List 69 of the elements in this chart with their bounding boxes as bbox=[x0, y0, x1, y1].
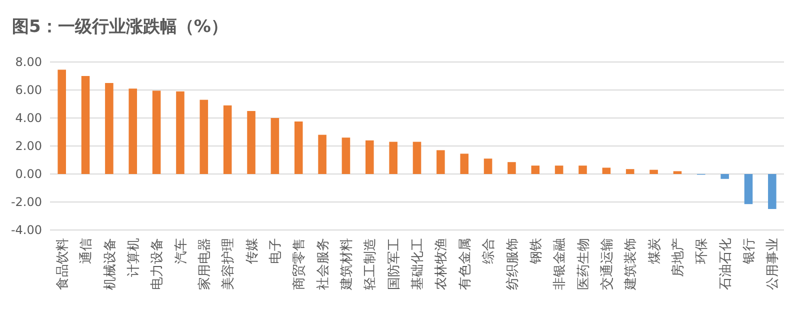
x-tick-label: 机械设备 bbox=[102, 238, 118, 290]
x-tick-label: 交通运输 bbox=[598, 238, 615, 290]
x-tick-label: 基础化工 bbox=[410, 238, 426, 290]
x-tick-label: 石油石化 bbox=[718, 238, 734, 290]
y-tick-label: -4.00 bbox=[10, 223, 42, 238]
x-tick-label: 国防军工 bbox=[386, 238, 402, 290]
x-tick-label: 传媒 bbox=[244, 238, 260, 264]
bar bbox=[58, 70, 66, 174]
bar bbox=[294, 122, 303, 174]
bar bbox=[673, 171, 682, 174]
x-tick-label: 农林牧渔 bbox=[434, 238, 450, 290]
bar bbox=[389, 142, 398, 174]
bar bbox=[531, 166, 540, 174]
bar bbox=[720, 174, 729, 179]
y-tick-label: 6.00 bbox=[15, 83, 42, 98]
bar bbox=[247, 111, 256, 174]
bar bbox=[270, 118, 280, 174]
y-tick-label: 4.00 bbox=[15, 111, 42, 126]
y-tick-label: 8.00 bbox=[15, 55, 42, 70]
bar bbox=[412, 142, 422, 174]
bar bbox=[128, 88, 138, 174]
x-tick-label: 综合 bbox=[482, 238, 497, 264]
bar bbox=[152, 90, 161, 174]
x-tick-label: 通信 bbox=[79, 238, 94, 264]
x-tick-label: 家用电器 bbox=[196, 238, 212, 290]
x-tick-label: 建筑装饰 bbox=[624, 238, 639, 291]
bar bbox=[508, 162, 516, 174]
x-tick-label: 建筑材料 bbox=[340, 238, 355, 291]
x-tick-label: 电力设备 bbox=[150, 238, 166, 290]
bar bbox=[460, 154, 468, 174]
x-tick-label: 煤炭 bbox=[647, 238, 662, 264]
x-tick-label: 医药生物 bbox=[576, 238, 592, 290]
bar bbox=[342, 138, 350, 174]
x-tick-label: 有色金属 bbox=[458, 238, 473, 290]
x-tick-label: 汽车 bbox=[174, 238, 189, 264]
x-tick-label: 房地产 bbox=[670, 238, 686, 277]
bar bbox=[200, 100, 208, 174]
x-tick-label: 纺织服饰 bbox=[505, 238, 520, 290]
bar bbox=[436, 150, 445, 174]
x-tick-label: 计算机 bbox=[126, 238, 142, 277]
bar bbox=[744, 174, 753, 204]
x-tick-label: 环保 bbox=[694, 238, 710, 264]
x-tick-label: 银行 bbox=[742, 238, 758, 265]
bar bbox=[554, 166, 564, 174]
x-tick-label: 美容护理 bbox=[220, 238, 236, 290]
y-tick-label: -2.00 bbox=[10, 195, 42, 210]
x-tick-label: 非银金融 bbox=[552, 238, 568, 290]
bar bbox=[366, 140, 374, 174]
x-tick-label: 社会服务 bbox=[316, 238, 331, 290]
x-tick-label: 食品饮料 bbox=[55, 238, 70, 290]
bar bbox=[650, 170, 658, 174]
bar bbox=[223, 105, 232, 174]
y-tick-label: 2.00 bbox=[15, 139, 42, 154]
x-tick-label: 公用事业 bbox=[766, 238, 781, 290]
bar bbox=[768, 174, 776, 209]
bar bbox=[81, 76, 90, 174]
bar bbox=[626, 169, 634, 174]
bar bbox=[578, 166, 587, 174]
bar bbox=[105, 83, 114, 174]
x-tick-label: 商贸零售 bbox=[292, 238, 308, 290]
bar bbox=[484, 158, 492, 174]
bar bbox=[318, 134, 326, 174]
bar bbox=[602, 168, 611, 174]
chart-title: 图5：一级行业涨跌幅（%） bbox=[12, 17, 228, 37]
x-tick-label: 电子 bbox=[268, 238, 284, 264]
bar bbox=[176, 91, 184, 174]
x-tick-label: 轻工制造 bbox=[363, 238, 378, 290]
x-tick-label: 钢铁 bbox=[528, 238, 544, 265]
y-tick-label: 0.00 bbox=[15, 167, 42, 182]
